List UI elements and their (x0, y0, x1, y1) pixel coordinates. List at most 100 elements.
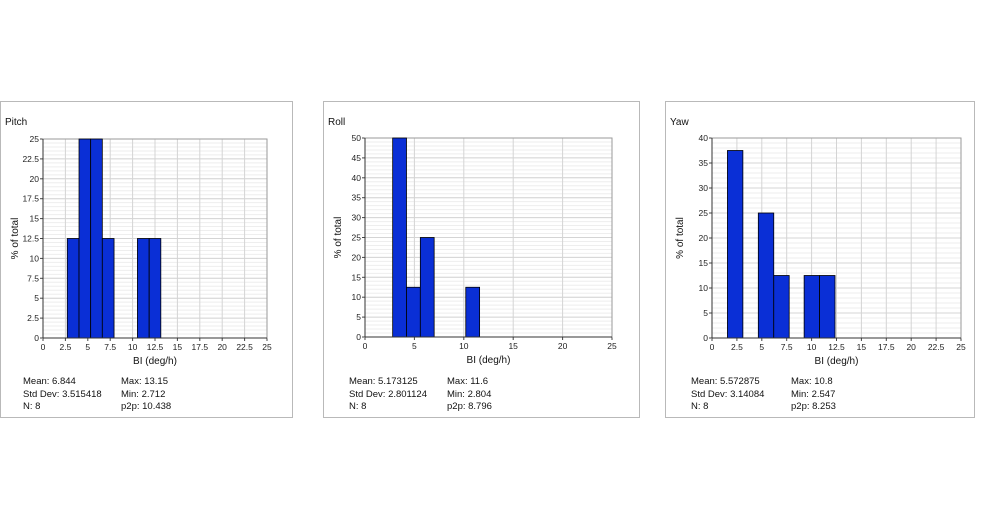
stat-max: Max: 13.15 (121, 376, 168, 387)
y-tick-label: 10 (352, 292, 362, 302)
x-tick-label: 20 (906, 342, 916, 352)
y-tick-label: 17.5 (22, 194, 39, 204)
stats-right: Max: 10.8 Min: 2.547 p2p: 8.253 (791, 376, 836, 414)
x-tick-label: 10 (459, 341, 469, 351)
y-tick-label: 7.5 (27, 273, 39, 283)
histogram-bar (90, 138, 103, 339)
stat-mean: Mean: 5.173125 (349, 376, 418, 387)
y-tick-label: 30 (352, 213, 362, 223)
x-tick-label: 12.5 (828, 342, 845, 352)
x-tick-label: 25 (956, 342, 966, 352)
stats-right: Max: 11.6 Min: 2.804 p2p: 8.796 (447, 376, 492, 414)
stat-min: Min: 2.712 (121, 388, 166, 400)
x-tick-label: 20 (558, 341, 568, 351)
histogram-bar (803, 275, 820, 339)
histogram-bar (148, 238, 162, 339)
chart-title: Pitch (5, 117, 28, 128)
y-tick-label: 40 (352, 173, 362, 183)
x-axis-label: BI (deg/h) (815, 356, 859, 367)
x-tick-label: 15 (173, 342, 183, 352)
chart-title: Roll (328, 117, 346, 128)
y-tick-label: 20 (30, 174, 40, 184)
histogram-bar (137, 238, 150, 339)
stat-max: Max: 10.8 (791, 376, 833, 387)
x-tick-label: 15 (508, 341, 518, 351)
y-tick-label: 0 (34, 333, 39, 343)
stat-n: N: 8 (349, 401, 367, 412)
x-tick-label: 20 (217, 342, 227, 352)
y-tick-label: 10 (30, 253, 40, 263)
x-tick-label: 10 (807, 342, 817, 352)
x-tick-label: 0 (710, 342, 715, 352)
x-tick-label: 17.5 (192, 342, 209, 352)
x-tick-label: 10 (128, 342, 138, 352)
x-tick-label: 7.5 (104, 342, 116, 352)
y-axis-label: % of total (675, 217, 686, 259)
x-axis-label: BI (deg/h) (467, 355, 511, 366)
histogram-bar (757, 212, 775, 339)
y-tick-label: 35 (352, 193, 362, 203)
histogram-bar (727, 150, 744, 339)
y-axis-label: % of total (10, 218, 21, 260)
histogram-bar (78, 138, 92, 339)
x-tick-label: 5 (759, 342, 764, 352)
stat-n: N: 8 (23, 401, 41, 412)
x-tick-label: 22.5 (928, 342, 945, 352)
stat-std-dev: Std Dev: 2.801124 (349, 388, 427, 400)
stat-std-dev: Std Dev: 3.14084 (691, 388, 765, 400)
y-tick-label: 20 (699, 233, 709, 243)
histogram-bar (773, 275, 790, 339)
histogram-yaw: 0 5 10 15 20 25 30 35 40 0 2.5 5 7.5 10 12.5 15 17.5 20 22… (675, 133, 966, 367)
y-tick-label: 2.5 (27, 313, 39, 323)
histogram-bar (101, 238, 115, 339)
stats-right: Max: 13.15 Min: 2.712 p2p: 10.438 (121, 376, 171, 414)
stats-left: Mean: 5.572875 Std Dev: 3.14084 N: 8 (691, 376, 764, 414)
x-tick-label: 12.5 (147, 342, 164, 352)
stat-p2p: p2p: 10.438 (121, 401, 172, 412)
stat-p2p: p2p: 8.796 (447, 401, 492, 412)
chart-panel-pitch: Pitch 0 2.5 5 7.5 10 12.5 15 17.5 20 22.5 25 0 2.5 5 7… (0, 101, 293, 418)
y-tick-label: 45 (352, 153, 362, 163)
histogram-pitch: 0 2.5 5 7.5 10 12.5 15 17.5 20 22.5 25 0 2.5 5 7.5 10 12… (10, 134, 272, 367)
x-tick-label: 22.5 (236, 342, 253, 352)
x-tick-label: 25 (607, 341, 617, 351)
y-tick-label: 50 (352, 133, 362, 143)
y-tick-label: 15 (352, 272, 362, 282)
y-tick-label: 10 (699, 283, 709, 293)
x-tick-label: 17.5 (878, 342, 895, 352)
y-tick-label: 25 (699, 208, 709, 218)
stat-p2p: p2p: 8.253 (791, 401, 836, 412)
x-tick-label: 5 (85, 342, 90, 352)
y-tick-label: 20 (352, 252, 362, 262)
histogram-bar (419, 237, 435, 338)
histogram-bar (392, 137, 407, 338)
y-tick-label: 5 (356, 312, 361, 322)
y-tick-label: 22.5 (22, 154, 39, 164)
x-tick-label: 15 (857, 342, 867, 352)
stat-n: N: 8 (691, 401, 709, 412)
histogram-roll: 0 5 10 15 20 25 30 35 40 45 50 0 5 10 15 20 25 BI (deg/h)… (333, 133, 617, 366)
y-tick-label: 15 (699, 258, 709, 268)
x-tick-label: 5 (412, 341, 417, 351)
y-tick-label: 12.5 (22, 234, 39, 244)
stats-left: Mean: 5.173125 Std Dev: 2.801124 N: 8 (349, 376, 427, 414)
stats-left: Mean: 6.844 Std Dev: 3.515418 N: 8 (23, 376, 102, 414)
stat-std-dev: Std Dev: 3.515418 (23, 388, 102, 400)
y-tick-label: 25 (30, 134, 40, 144)
y-tick-label: 40 (699, 133, 709, 143)
y-tick-label: 0 (703, 333, 708, 343)
x-tick-label: 25 (262, 342, 272, 352)
x-tick-label: 2.5 (59, 342, 71, 352)
y-tick-label: 25 (352, 233, 362, 243)
y-tick-label: 35 (699, 158, 709, 168)
chart-title: Yaw (670, 117, 689, 128)
stat-max: Max: 11.6 (447, 376, 489, 387)
stat-mean: Mean: 6.844 (23, 376, 76, 387)
y-tick-label: 5 (703, 308, 708, 318)
x-tick-label: 7.5 (781, 342, 793, 352)
histogram-bar (66, 238, 80, 339)
y-tick-label: 5 (34, 293, 39, 303)
stat-mean: Mean: 5.572875 (691, 376, 760, 387)
x-tick-label: 0 (363, 341, 368, 351)
histogram-bar (465, 286, 481, 338)
